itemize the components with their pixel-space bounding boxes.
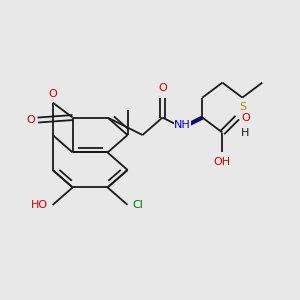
Text: S: S [239, 102, 246, 112]
Text: HO: HO [31, 200, 48, 210]
Text: O: O [26, 115, 35, 125]
Text: H: H [241, 128, 250, 137]
Text: Cl: Cl [133, 200, 143, 210]
Text: NH: NH [174, 120, 191, 130]
Text: OH: OH [214, 158, 231, 167]
Text: O: O [241, 112, 250, 123]
Text: O: O [48, 88, 57, 99]
Text: O: O [158, 82, 167, 93]
